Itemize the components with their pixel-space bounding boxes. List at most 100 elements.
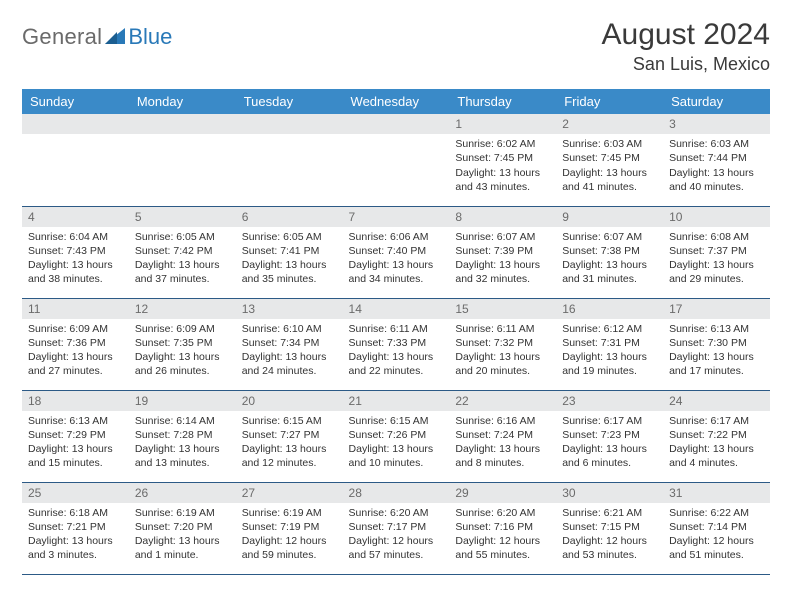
sunset-text: Sunset: 7:34 PM [242,336,337,350]
calendar-day-cell: 16Sunrise: 6:12 AMSunset: 7:31 PMDayligh… [556,298,663,390]
day-body [129,134,236,141]
daylight-text: Daylight: 13 hours and 10 minutes. [349,442,444,470]
logo-text-gray: General [22,24,102,50]
day-body: Sunrise: 6:07 AMSunset: 7:39 PMDaylight:… [449,227,556,291]
day-body [236,134,343,141]
sunrise-text: Sunrise: 6:03 AM [669,137,764,151]
sunset-text: Sunset: 7:32 PM [455,336,550,350]
daylight-text: Daylight: 12 hours and 59 minutes. [242,534,337,562]
daylight-text: Daylight: 13 hours and 1 minute. [135,534,230,562]
daylight-text: Daylight: 13 hours and 34 minutes. [349,258,444,286]
day-number [22,114,129,134]
day-number: 1 [449,114,556,134]
sunrise-text: Sunrise: 6:22 AM [669,506,764,520]
calendar-table: Sunday Monday Tuesday Wednesday Thursday… [22,89,770,575]
day-number: 10 [663,207,770,227]
month-title: August 2024 [602,18,770,52]
daylight-text: Daylight: 12 hours and 53 minutes. [562,534,657,562]
sunset-text: Sunset: 7:33 PM [349,336,444,350]
day-body: Sunrise: 6:09 AMSunset: 7:36 PMDaylight:… [22,319,129,383]
calendar-day-cell: 29Sunrise: 6:20 AMSunset: 7:16 PMDayligh… [449,482,556,574]
sunset-text: Sunset: 7:14 PM [669,520,764,534]
day-number: 30 [556,483,663,503]
calendar-day-cell: 14Sunrise: 6:11 AMSunset: 7:33 PMDayligh… [343,298,450,390]
sunrise-text: Sunrise: 6:11 AM [455,322,550,336]
day-body: Sunrise: 6:19 AMSunset: 7:19 PMDaylight:… [236,503,343,567]
weekday-header-row: Sunday Monday Tuesday Wednesday Thursday… [22,89,770,114]
day-number: 20 [236,391,343,411]
calendar-day-cell: 5Sunrise: 6:05 AMSunset: 7:42 PMDaylight… [129,206,236,298]
location-subtitle: San Luis, Mexico [602,54,770,75]
day-number: 17 [663,299,770,319]
calendar-week-row: 18Sunrise: 6:13 AMSunset: 7:29 PMDayligh… [22,390,770,482]
sunrise-text: Sunrise: 6:16 AM [455,414,550,428]
weekday-header: Tuesday [236,89,343,114]
calendar-day-cell: 19Sunrise: 6:14 AMSunset: 7:28 PMDayligh… [129,390,236,482]
sunset-text: Sunset: 7:16 PM [455,520,550,534]
daylight-text: Daylight: 13 hours and 43 minutes. [455,166,550,194]
sunset-text: Sunset: 7:31 PM [562,336,657,350]
day-body: Sunrise: 6:18 AMSunset: 7:21 PMDaylight:… [22,503,129,567]
sunrise-text: Sunrise: 6:09 AM [28,322,123,336]
calendar-body: 1Sunrise: 6:02 AMSunset: 7:45 PMDaylight… [22,114,770,574]
calendar-day-cell [129,114,236,206]
sunset-text: Sunset: 7:40 PM [349,244,444,258]
daylight-text: Daylight: 13 hours and 38 minutes. [28,258,123,286]
sunrise-text: Sunrise: 6:05 AM [242,230,337,244]
day-body: Sunrise: 6:14 AMSunset: 7:28 PMDaylight:… [129,411,236,475]
daylight-text: Daylight: 12 hours and 51 minutes. [669,534,764,562]
day-number [129,114,236,134]
sunrise-text: Sunrise: 6:02 AM [455,137,550,151]
daylight-text: Daylight: 13 hours and 15 minutes. [28,442,123,470]
calendar-day-cell: 27Sunrise: 6:19 AMSunset: 7:19 PMDayligh… [236,482,343,574]
day-number: 18 [22,391,129,411]
page-header: General Blue August 2024 San Luis, Mexic… [22,18,770,75]
calendar-week-row: 11Sunrise: 6:09 AMSunset: 7:36 PMDayligh… [22,298,770,390]
day-body: Sunrise: 6:19 AMSunset: 7:20 PMDaylight:… [129,503,236,567]
day-body: Sunrise: 6:05 AMSunset: 7:41 PMDaylight:… [236,227,343,291]
day-number: 19 [129,391,236,411]
day-body: Sunrise: 6:15 AMSunset: 7:27 PMDaylight:… [236,411,343,475]
logo-text-blue: Blue [128,24,172,50]
daylight-text: Daylight: 13 hours and 27 minutes. [28,350,123,378]
calendar-day-cell: 12Sunrise: 6:09 AMSunset: 7:35 PMDayligh… [129,298,236,390]
day-body: Sunrise: 6:11 AMSunset: 7:33 PMDaylight:… [343,319,450,383]
day-number: 13 [236,299,343,319]
sunrise-text: Sunrise: 6:19 AM [242,506,337,520]
sunset-text: Sunset: 7:24 PM [455,428,550,442]
sunrise-text: Sunrise: 6:09 AM [135,322,230,336]
sunset-text: Sunset: 7:37 PM [669,244,764,258]
daylight-text: Daylight: 13 hours and 41 minutes. [562,166,657,194]
calendar-day-cell [343,114,450,206]
sunset-text: Sunset: 7:42 PM [135,244,230,258]
weekday-header: Thursday [449,89,556,114]
sunset-text: Sunset: 7:45 PM [562,151,657,165]
daylight-text: Daylight: 13 hours and 13 minutes. [135,442,230,470]
calendar-day-cell: 2Sunrise: 6:03 AMSunset: 7:45 PMDaylight… [556,114,663,206]
day-body: Sunrise: 6:09 AMSunset: 7:35 PMDaylight:… [129,319,236,383]
day-number [343,114,450,134]
sunset-text: Sunset: 7:27 PM [242,428,337,442]
day-number: 12 [129,299,236,319]
daylight-text: Daylight: 13 hours and 4 minutes. [669,442,764,470]
sunrise-text: Sunrise: 6:03 AM [562,137,657,151]
day-number: 15 [449,299,556,319]
day-number: 6 [236,207,343,227]
sunset-text: Sunset: 7:21 PM [28,520,123,534]
weekday-header: Saturday [663,89,770,114]
calendar-day-cell: 4Sunrise: 6:04 AMSunset: 7:43 PMDaylight… [22,206,129,298]
weekday-header: Monday [129,89,236,114]
sunset-text: Sunset: 7:22 PM [669,428,764,442]
day-body: Sunrise: 6:15 AMSunset: 7:26 PMDaylight:… [343,411,450,475]
calendar-day-cell: 13Sunrise: 6:10 AMSunset: 7:34 PMDayligh… [236,298,343,390]
calendar-day-cell: 15Sunrise: 6:11 AMSunset: 7:32 PMDayligh… [449,298,556,390]
day-body: Sunrise: 6:03 AMSunset: 7:44 PMDaylight:… [663,134,770,198]
sunrise-text: Sunrise: 6:04 AM [28,230,123,244]
sunset-text: Sunset: 7:15 PM [562,520,657,534]
daylight-text: Daylight: 13 hours and 40 minutes. [669,166,764,194]
day-body: Sunrise: 6:03 AMSunset: 7:45 PMDaylight:… [556,134,663,198]
sunrise-text: Sunrise: 6:21 AM [562,506,657,520]
logo: General Blue [22,18,172,50]
day-body: Sunrise: 6:04 AMSunset: 7:43 PMDaylight:… [22,227,129,291]
calendar-day-cell: 26Sunrise: 6:19 AMSunset: 7:20 PMDayligh… [129,482,236,574]
